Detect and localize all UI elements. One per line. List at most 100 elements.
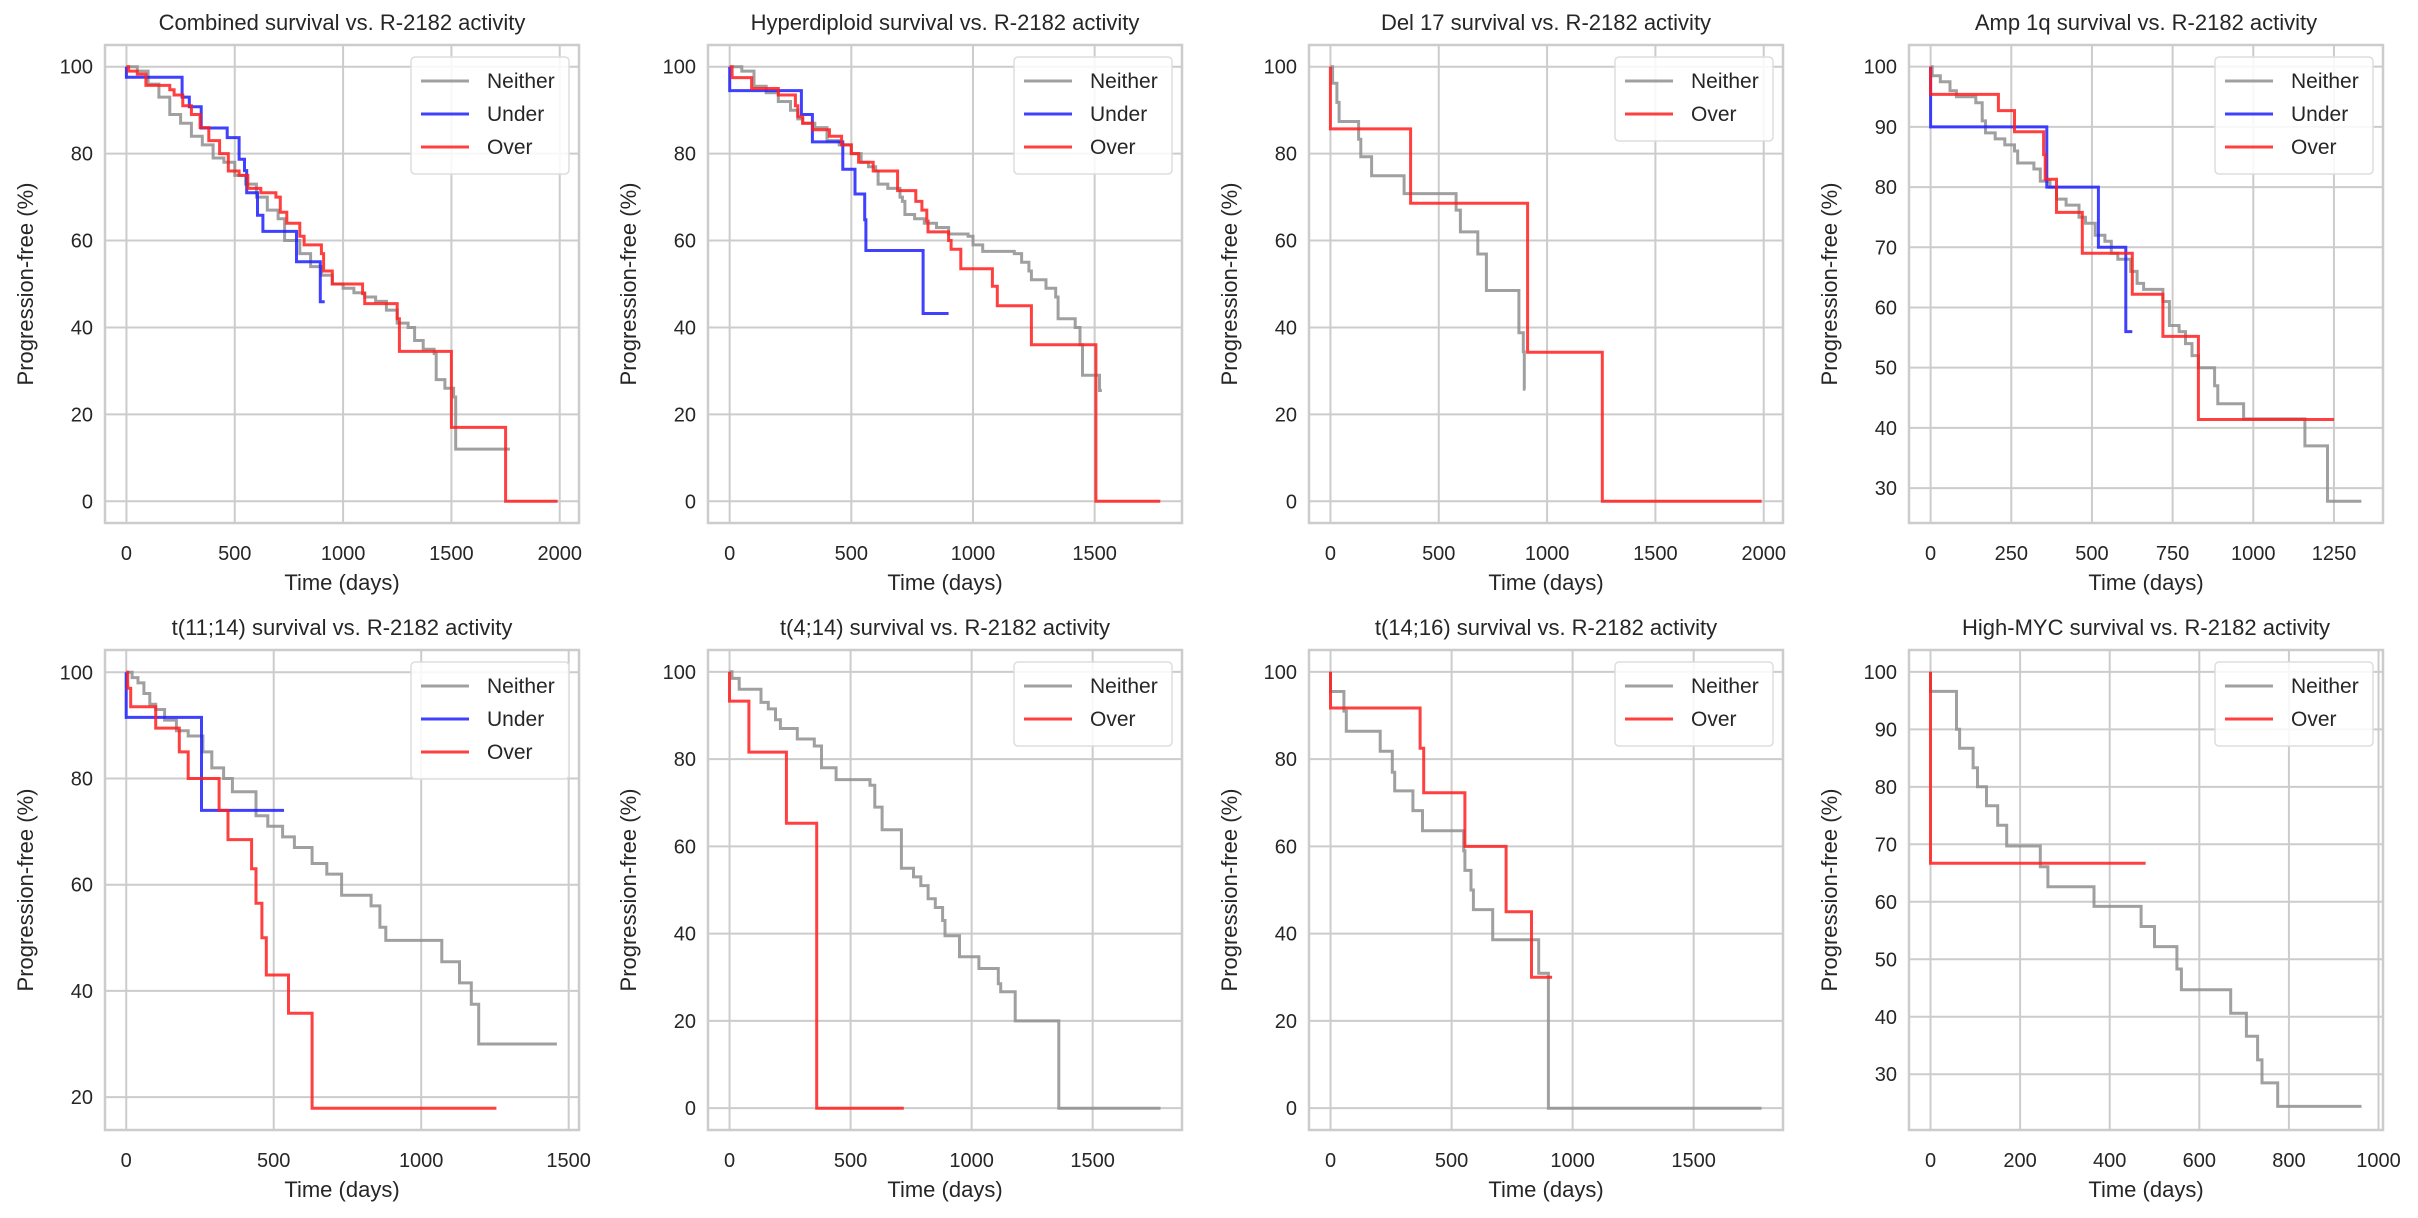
x-tick-label: 1500 [1070, 1150, 1115, 1172]
y-tick-label: 40 [674, 317, 696, 339]
y-tick-label: 80 [71, 768, 93, 790]
legend: Neither Over [1614, 56, 1774, 142]
subplot-t-4-14-survival-vs-r-2182-activity: 0 500 1000 1500 0 20 40 60 80 100 Neither Over t(4;1… [616, 615, 1184, 1202]
legend-label-neither: Neither [487, 675, 555, 698]
legend-label-under: Under [1090, 103, 1147, 126]
y-tick-label: 90 [1875, 719, 1897, 741]
x-tick-label: 0 [121, 1150, 132, 1172]
subplot-t-11-14-survival-vs-r-2182-activity: 0 500 1000 1500 20 40 60 80 100 Neither Under Over t… [13, 615, 591, 1202]
series-line-over [1929, 66, 2334, 421]
series-line-over [1929, 671, 2146, 865]
x-tick-label: 400 [2093, 1150, 2126, 1172]
x-axis-label: Time (days) [1488, 570, 1603, 595]
chart-title: Combined survival vs. R-2182 activity [159, 10, 526, 35]
x-tick-label: 0 [1325, 543, 1336, 565]
series-line-over [126, 670, 497, 1110]
series-line-over [729, 65, 1161, 503]
x-tick-label: 500 [218, 543, 251, 565]
series-line-neither [1929, 671, 2362, 1108]
y-tick-label: 20 [71, 404, 93, 426]
legend-label-over: Over [1090, 708, 1136, 731]
series-line-over [1329, 671, 1553, 979]
x-tick-label: 750 [2156, 543, 2189, 565]
y-tick-label: 40 [1875, 418, 1897, 440]
y-tick-label: 60 [71, 875, 93, 897]
x-tick-label: 800 [2272, 1150, 2305, 1172]
y-tick-label: 80 [674, 144, 696, 166]
y-tick-label: 40 [71, 317, 93, 339]
x-tick-label: 500 [834, 1150, 867, 1172]
y-tick-label: 80 [1875, 777, 1897, 799]
x-tick-label: 1250 [2312, 543, 2357, 565]
legend: Neither Under Over [410, 56, 570, 175]
x-tick-label: 1000 [399, 1150, 444, 1172]
x-tick-label: 2000 [537, 543, 582, 565]
series-line-under [124, 66, 325, 304]
series-line-neither [1330, 65, 1526, 391]
subplot-combined-survival-vs-r-2182-activity: 0 500 1000 1500 2000 0 20 40 60 80 100 Neither Under… [13, 10, 582, 595]
legend-label-over: Over [487, 136, 533, 159]
y-tick-label: 40 [674, 924, 696, 946]
y-tick-label: 20 [1275, 404, 1297, 426]
y-axis-label: Progression-free (%) [616, 183, 641, 386]
chart-title: t(11;14) survival vs. R-2182 activity [172, 615, 513, 640]
y-tick-label: 80 [1875, 177, 1897, 199]
chart-title: Del 17 survival vs. R-2182 activity [1381, 10, 1711, 35]
legend-label-over: Over [2291, 708, 2337, 731]
series-line-under [728, 66, 949, 315]
y-tick-label: 20 [1275, 1011, 1297, 1033]
y-tick-label: 80 [1275, 749, 1297, 771]
y-tick-label: 0 [1286, 491, 1297, 513]
x-tick-label: 1500 [1671, 1150, 1716, 1172]
y-tick-label: 80 [71, 144, 93, 166]
y-tick-label: 0 [685, 491, 696, 513]
axes-frame [1907, 648, 2385, 1132]
axes-frame [103, 648, 581, 1132]
legend-box [1614, 661, 1774, 747]
legend-label-neither: Neither [1090, 675, 1158, 698]
legend-label-over: Over [487, 741, 533, 764]
legend-label-neither: Neither [1691, 675, 1759, 698]
y-tick-label: 80 [1275, 144, 1297, 166]
x-tick-label: 1000 [1525, 543, 1570, 565]
legend-box [410, 56, 570, 175]
y-tick-label: 40 [1275, 924, 1297, 946]
y-tick-label: 90 [1875, 117, 1897, 139]
y-tick-label: 60 [674, 231, 696, 253]
subplot-amp-1q-survival-vs-r-2182-activity: 0 250 500 750 1000 1250 30 40 50 60 70 80 90 100 Neith… [1817, 10, 2385, 595]
legend: Neither Over [1614, 661, 1774, 747]
legend-label-over: Over [2291, 136, 2337, 159]
legend: Neither Over [1013, 661, 1173, 747]
y-tick-label: 20 [674, 1011, 696, 1033]
series-line-neither [729, 65, 1102, 392]
chart-title: Hyperdiploid survival vs. R-2182 activit… [751, 10, 1140, 35]
y-tick-label: 100 [1864, 662, 1897, 684]
y-tick-label: 100 [1264, 662, 1297, 684]
y-tick-label: 30 [1875, 1064, 1897, 1086]
y-axis-label: Progression-free (%) [1817, 789, 1842, 992]
x-tick-label: 500 [257, 1150, 290, 1172]
x-tick-label: 500 [1435, 1150, 1468, 1172]
chart-title: High-MYC survival vs. R-2182 activity [1962, 615, 2330, 640]
legend-label-neither: Neither [2291, 70, 2359, 93]
x-tick-label: 0 [1925, 543, 1936, 565]
legend-label-over: Over [1691, 708, 1737, 731]
y-axis-label: Progression-free (%) [1217, 183, 1242, 386]
y-tick-label: 0 [1286, 1098, 1297, 1120]
x-axis-label: Time (days) [1488, 1177, 1603, 1202]
y-tick-label: 40 [1275, 317, 1297, 339]
legend-label-neither: Neither [2291, 675, 2359, 698]
legend: Neither Over [2214, 661, 2374, 747]
x-tick-label: 1000 [2356, 1150, 2401, 1172]
x-tick-label: 0 [724, 1150, 735, 1172]
subplot-hyperdiploid-survival-vs-r-2182-activity: 0 500 1000 1500 0 20 40 60 80 100 Neither Under Over… [616, 10, 1184, 595]
y-axis-label: Progression-free (%) [1217, 789, 1242, 992]
axes-frame [1307, 648, 1785, 1132]
x-axis-label: Time (days) [2088, 570, 2203, 595]
legend-box [1013, 56, 1173, 175]
series-line-over [126, 65, 558, 503]
y-tick-label: 20 [674, 404, 696, 426]
y-tick-label: 80 [674, 749, 696, 771]
y-tick-label: 20 [71, 1087, 93, 1109]
legend-label-neither: Neither [1090, 70, 1158, 93]
